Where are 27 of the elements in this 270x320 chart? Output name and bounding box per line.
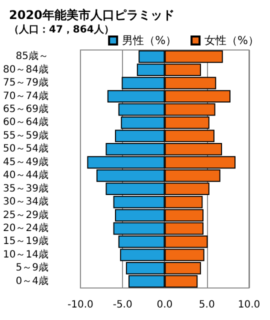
x-tick-label: -5.0	[112, 300, 132, 310]
x-tick-label: 10.0	[238, 300, 260, 310]
y-tick-label: 35～39歳	[2, 182, 48, 194]
y-tick-label: 25～29歳	[2, 208, 48, 221]
legend-label: 女性（%）	[204, 34, 259, 47]
x-tick-label: 5.0	[198, 300, 215, 310]
legend-label: 男性（%）	[122, 34, 177, 47]
x-tick-label: 0.0	[156, 300, 173, 310]
y-tick-label: 50～54歳	[2, 142, 48, 155]
y-tick-label: 10～14歳	[2, 248, 48, 260]
y-tick-label: 5～9歳	[16, 262, 48, 274]
y-tick-label: 70～74歳	[2, 90, 48, 102]
y-tick-label: 80～84歳	[2, 63, 48, 76]
y-tick-label: 45～49歳	[2, 156, 48, 168]
y-tick-label: 20～24歳	[2, 222, 48, 234]
y-tick-label: 40～44歳	[2, 169, 48, 182]
y-tick-label: 60～64歳	[2, 116, 48, 128]
y-tick-label: 0～4歳	[16, 274, 48, 287]
y-tick-label: 30～34歳	[2, 196, 48, 208]
y-tick-label: 55～59歳	[2, 129, 48, 142]
chart-subtitle: （人口：47，864人）	[9, 24, 114, 36]
y-tick-label: 65～69歳	[2, 103, 48, 115]
y-tick-label: 75～79歳	[2, 76, 48, 89]
x-tick-label: -10.0	[68, 300, 94, 310]
chart-title: 2020年能美市人口ピラミッド	[9, 8, 174, 22]
y-tick-label: 85歳～	[16, 50, 48, 62]
y-tick-label: 15～19歳	[2, 235, 48, 248]
